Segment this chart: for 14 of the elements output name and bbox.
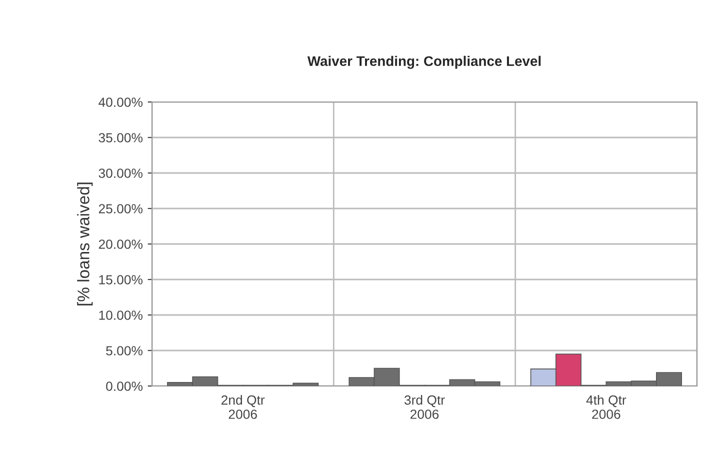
y-tick-label: 0.00% bbox=[106, 382, 143, 391]
x-tick-label: 4th Qtr 2006 bbox=[586, 395, 626, 419]
y-tick-label: 20.00% bbox=[98, 240, 143, 249]
x-tick-label: 2nd Qtr 2006 bbox=[222, 395, 265, 419]
y-tick-label: 25.00% bbox=[98, 204, 143, 214]
y-tick-label: 10.00% bbox=[99, 310, 143, 320]
y-tick-label: 35.00% bbox=[98, 133, 143, 142]
y-tick-label: 40.00% bbox=[98, 98, 143, 107]
y-axis-title: [% loans waived] bbox=[77, 182, 93, 306]
chart-title: Waiver Trending: Compliance Level bbox=[307, 56, 541, 69]
y-tick-label: 15.00% bbox=[99, 275, 143, 284]
y-tick-label: 30.00% bbox=[98, 168, 143, 178]
x-tick-label: 3rd Qtr 2006 bbox=[404, 395, 445, 419]
y-tick-label: 5.00% bbox=[106, 346, 143, 356]
